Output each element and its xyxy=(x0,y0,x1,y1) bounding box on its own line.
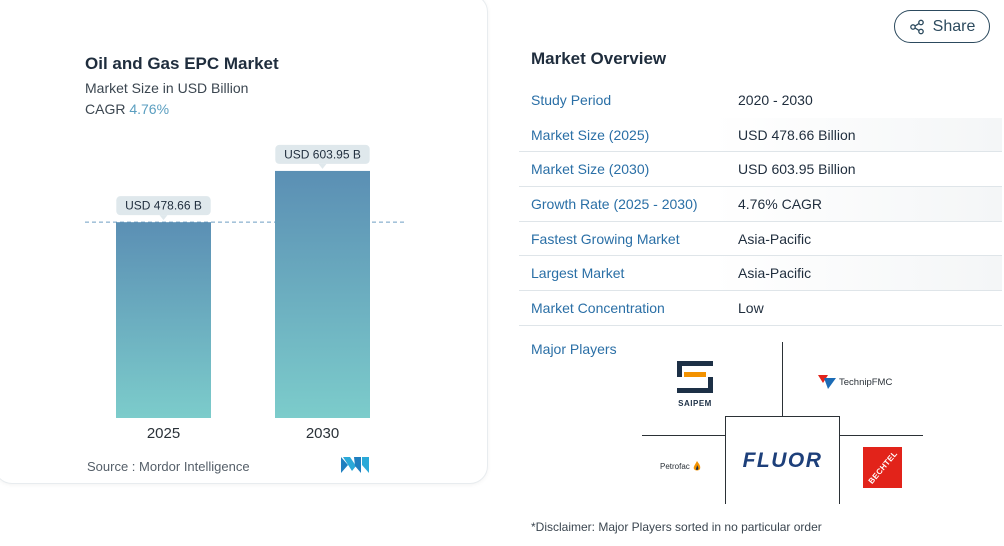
overview-label: Market Size (2025) xyxy=(531,126,650,143)
x-tick-label: 2030 xyxy=(306,425,339,442)
overview-title: Market Overview xyxy=(531,49,667,68)
players-divider-left xyxy=(642,435,725,436)
overview-label: Market Concentration xyxy=(531,299,665,316)
petrofac-flame-icon xyxy=(693,461,701,471)
petrofac-logo: Petrofac xyxy=(660,461,701,472)
overview-row-study-period: Study Period 2020 - 2030 xyxy=(519,83,1002,118)
technipfmc-logo: TechnipFMC xyxy=(818,375,892,389)
overview-label: Fastest Growing Market xyxy=(531,230,680,247)
share-label: Share xyxy=(932,17,976,35)
overview-row-growth-rate: Growth Rate (2025 - 2030) 4.76% CAGR xyxy=(519,187,1002,222)
overview-value: 2020 - 2030 xyxy=(738,92,813,109)
saipem-name: SAIPEM xyxy=(678,399,712,408)
data-label: USD 478.66 B xyxy=(125,199,202,213)
data-label: USD 603.95 B xyxy=(284,147,361,161)
bar-chart: USD 478.66 B 2025 USD 603.95 B 2030 xyxy=(85,144,405,442)
chart-cagr: CAGR 4.76% xyxy=(85,101,169,117)
overview-row-market-size-2030: Market Size (2030) USD 603.95 Billion xyxy=(519,152,1002,188)
overview-row-fastest-growing: Fastest Growing Market Asia-Pacific xyxy=(519,222,1002,257)
disclaimer: *Disclaimer: Major Players sorted in no … xyxy=(531,520,822,534)
overview-label: Market Size (2030) xyxy=(531,161,650,178)
fluor-logo: FLUOR xyxy=(725,416,840,504)
bechtel-logo: BECHTEL xyxy=(863,447,902,488)
overview-value: Asia-Pacific xyxy=(738,265,812,282)
x-tick-label: 2025 xyxy=(147,425,180,442)
chart-source: Source : Mordor Intelligence xyxy=(87,459,250,474)
data-label-background xyxy=(275,144,370,164)
share-icon xyxy=(909,19,924,34)
overview-value: Low xyxy=(738,299,764,316)
players-divider-vertical xyxy=(782,342,783,416)
chart-subtitle: Market Size in USD Billion xyxy=(85,80,249,96)
overview-label: Growth Rate (2025 - 2030) xyxy=(531,195,698,212)
bar-2025 xyxy=(116,222,211,418)
players-divider-right xyxy=(840,435,923,436)
fluor-name: FLUOR xyxy=(742,448,823,472)
data-label-pointer xyxy=(318,163,327,169)
overview-value: 4.76% CAGR xyxy=(738,195,823,212)
overview-row-market-size-2025: Market Size (2025) USD 478.66 Billion xyxy=(519,117,1002,153)
overview-value: USD 478.66 Billion xyxy=(738,126,856,143)
bar-2030 xyxy=(275,170,370,418)
overview-value: USD 603.95 Billion xyxy=(738,161,856,178)
mordor-intelligence-logo-icon xyxy=(341,457,369,473)
overview-row-largest-market: Largest Market Asia-Pacific xyxy=(519,256,1002,292)
overview-label: Largest Market xyxy=(531,265,625,282)
technipfmc-logo-icon xyxy=(818,375,836,389)
chart-card xyxy=(0,0,488,484)
overview-row-concentration: Market Concentration Low xyxy=(519,291,1002,326)
data-label-pointer xyxy=(159,215,168,221)
chart-title: Oil and Gas EPC Market xyxy=(85,54,279,73)
share-button[interactable]: Share xyxy=(894,10,990,43)
cagr-value: 4.76% xyxy=(129,101,170,117)
overview-label: Study Period xyxy=(531,92,612,109)
overview-table: Study Period 2020 - 2030 Market Size (20… xyxy=(519,83,1002,326)
petrofac-name: Petrofac xyxy=(660,462,690,471)
technipfmc-name: TechnipFMC xyxy=(839,376,893,388)
major-players-label: Major Players xyxy=(531,341,617,357)
cagr-label: CAGR xyxy=(85,101,126,117)
bechtel-name: BECHTEL xyxy=(866,449,899,486)
overview-value: Asia-Pacific xyxy=(738,230,812,247)
data-label-background xyxy=(116,196,211,216)
saipem-logo: SAIPEM xyxy=(673,360,717,408)
saipem-logo-icon xyxy=(677,361,713,393)
